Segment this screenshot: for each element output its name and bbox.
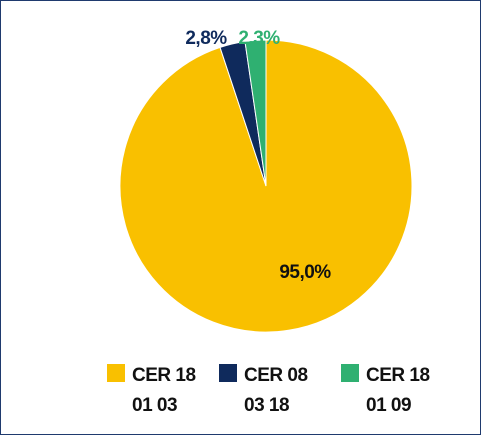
legend-swatch — [219, 364, 237, 382]
legend-item: CER 08 03 18 — [219, 361, 324, 421]
legend-swatch — [107, 364, 125, 382]
data-label: 2,8% — [185, 28, 227, 49]
legend-label: CER 18 01 03 — [132, 365, 196, 416]
legend-item: CER 18 01 03 — [107, 361, 212, 421]
data-label: 2,3% — [238, 28, 280, 49]
legend-swatch — [341, 364, 359, 382]
pie-slice — [244, 39, 267, 187]
legend-label: CER 08 03 18 — [244, 365, 308, 416]
legend-label: CER 18 01 09 — [366, 365, 430, 416]
data-label: 95,0% — [279, 262, 331, 283]
legend-item: CER 18 01 09 — [341, 361, 446, 421]
